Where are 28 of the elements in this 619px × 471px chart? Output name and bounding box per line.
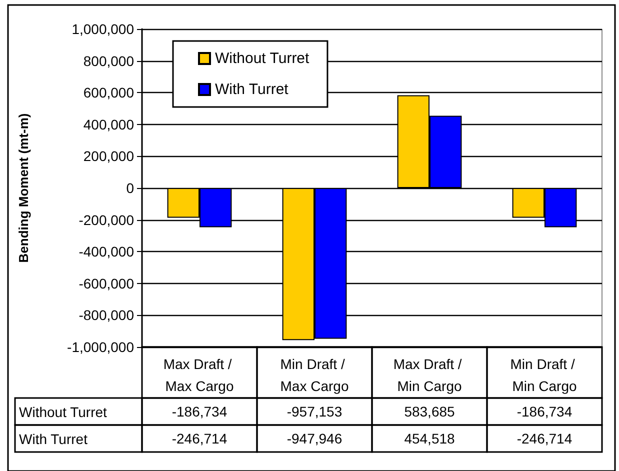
y-tick-label: -600,000	[78, 275, 134, 292]
data-label: 454,518	[404, 430, 456, 446]
data-label: -186,734	[516, 404, 572, 420]
data-label: -246,714	[172, 430, 228, 446]
legend-label: Without Turret	[215, 50, 310, 67]
x-tick-label: Min Draft / Max Cargo	[280, 356, 349, 394]
y-tick-label: 200,000	[83, 148, 134, 164]
x-tick-label: Max Draft / Min Cargo	[393, 356, 466, 394]
y-tick-label: 1,000,000	[72, 21, 134, 37]
y-tick-label: 800,000	[83, 52, 134, 69]
data-label: -957,153	[286, 404, 342, 420]
legend-label: With Turret	[215, 81, 290, 98]
data-label: -186,734	[172, 404, 228, 420]
y-tick-label: -200,000	[78, 212, 134, 228]
y-tick-label: 600,000	[83, 84, 134, 101]
data-label: -947,946	[286, 430, 342, 446]
text: With Turret	[19, 431, 88, 447]
x-tick-label: Min Draft / Min Cargo	[510, 356, 579, 394]
y-tick-label: 400,000	[83, 116, 134, 132]
y-tick-label: -800,000	[78, 307, 134, 324]
data-label: -246,714	[516, 430, 572, 446]
data-label: 583,685	[404, 404, 456, 420]
y-axis-title: Bending Moment (mt-m)	[16, 113, 31, 263]
x-tick-label: Max Draft / Max Cargo	[163, 356, 236, 394]
text: Without Turret	[19, 404, 107, 420]
y-tick-label: -400,000	[78, 244, 134, 260]
y-tick-label: 0	[126, 180, 134, 196]
y-tick-label: -1,000,000	[67, 339, 134, 355]
